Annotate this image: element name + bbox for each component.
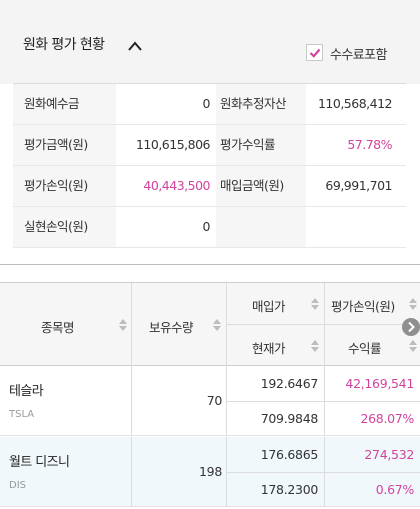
column-header-buy-price[interactable]: 매입가	[252, 299, 286, 314]
summary-value: 110,615,806	[135, 137, 211, 152]
fee-include-checkbox[interactable]	[306, 44, 323, 61]
column-divider	[131, 283, 132, 367]
stock-name[interactable]: 월트 디즈니	[9, 455, 70, 470]
valuation-header: 원화 평가 현황 수수료포함	[0, 13, 420, 70]
chevron-right-icon	[408, 321, 415, 333]
summary-label: 원화예수금	[13, 84, 116, 124]
summary-row: 평가손익(원) 40,443,500 매입금액(원) 69,991,701	[13, 166, 406, 207]
current-price: 709.9848	[260, 411, 319, 426]
summary-value: 40,443,500	[143, 178, 210, 193]
profit-loss: 42,169,541	[345, 376, 414, 391]
summary-label: 평가금액(원)	[13, 125, 116, 165]
check-icon	[309, 48, 321, 58]
summary-label: 평가수익률	[216, 125, 306, 165]
summary-row: 원화예수금 0 원화추정자산 110,568,412	[13, 84, 406, 125]
fee-include-label[interactable]: 수수료포함	[330, 48, 387, 63]
column-divider	[131, 437, 132, 507]
sort-icon[interactable]	[311, 340, 319, 352]
column-divider	[324, 283, 325, 367]
summary-row: 실현손익(원) 0	[13, 207, 406, 248]
holding-quantity: 70	[206, 393, 223, 408]
holding-quantity: 198	[199, 464, 222, 479]
summary-label: 평가손익(원)	[13, 166, 116, 206]
column-header-quantity[interactable]: 보유수량	[149, 320, 194, 335]
summary-label: 실현손익(원)	[13, 207, 116, 247]
summary-value: 110,568,412	[317, 96, 393, 111]
sort-icon[interactable]	[311, 298, 319, 310]
row-divider	[226, 472, 420, 473]
column-header-current-price[interactable]: 현재가	[252, 341, 286, 356]
stock-ticker: TSLA	[9, 409, 35, 420]
profit-loss: 274,532	[364, 447, 414, 462]
return-rate: 0.67%	[375, 482, 415, 497]
summary-table: 원화예수금 0 원화추정자산 110,568,412 평가금액(원) 110,6…	[13, 83, 406, 248]
summary-value: 0	[202, 219, 211, 234]
column-header-profit-loss[interactable]: 평가손익(원)	[331, 299, 395, 314]
row-divider	[226, 401, 420, 402]
holdings-table-header: 종목명 보유수량 매입가 현재가 평가손익(원) 수익률	[0, 282, 420, 367]
buy-price: 176.6865	[260, 447, 319, 462]
current-price: 178.2300	[260, 482, 319, 497]
table-row[interactable]: 월트 디즈니 DIS 198 176.6865 178.2300 274,532…	[0, 437, 420, 507]
summary-value: 0	[202, 96, 211, 111]
summary-value: 69,991,701	[325, 178, 392, 193]
header-row-divider	[226, 324, 420, 325]
chevron-up-icon[interactable]	[127, 39, 143, 53]
table-row[interactable]: 테슬라 TSLA 70 192.6467 709.9848 42,169,541…	[0, 366, 420, 436]
column-header-name[interactable]: 종목명	[41, 320, 75, 335]
return-rate: 268.07%	[360, 411, 414, 426]
summary-value	[306, 207, 406, 247]
sort-icon[interactable]	[409, 298, 417, 310]
column-header-return-rate[interactable]: 수익률	[348, 341, 382, 356]
scroll-right-button[interactable]	[402, 318, 420, 336]
section-divider	[0, 264, 420, 265]
summary-row: 평가금액(원) 110,615,806 평가수익률 57.78%	[13, 125, 406, 166]
page-title: 원화 평가 현황	[23, 37, 105, 53]
sort-icon[interactable]	[213, 319, 221, 331]
stock-name[interactable]: 테슬라	[9, 384, 44, 399]
sort-icon[interactable]	[409, 340, 417, 352]
buy-price: 192.6467	[260, 376, 319, 391]
summary-value: 57.78%	[347, 137, 392, 152]
summary-label: 매입금액(원)	[216, 166, 306, 206]
sort-icon[interactable]	[119, 319, 127, 331]
column-divider	[226, 283, 227, 367]
summary-label: 원화추정자산	[216, 84, 306, 124]
stock-ticker: DIS	[9, 480, 26, 491]
column-divider	[131, 366, 132, 436]
summary-label	[216, 207, 306, 247]
